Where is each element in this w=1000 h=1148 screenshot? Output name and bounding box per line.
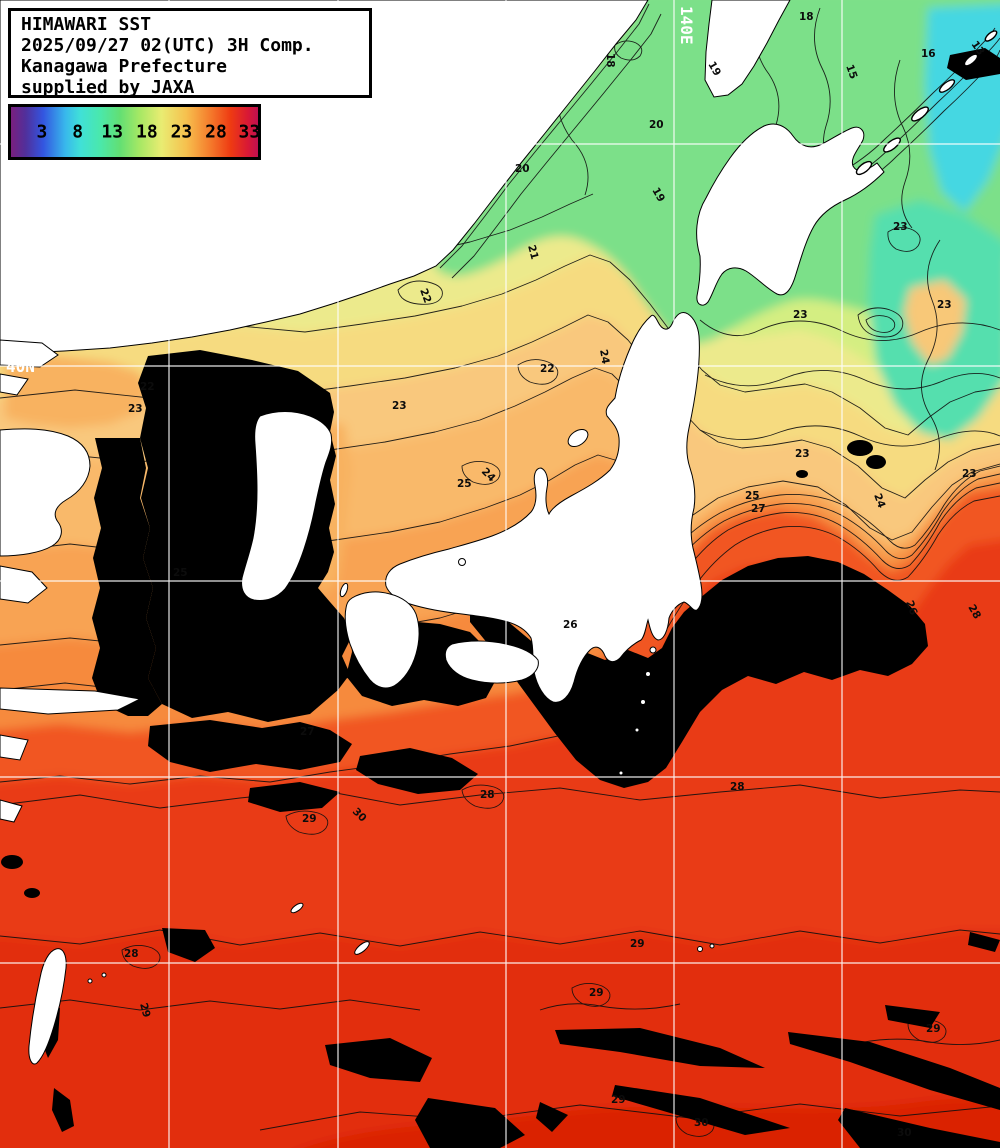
land-china-coast [0, 799, 23, 823]
contour-label: 15 [843, 63, 859, 81]
contour-label: 25 [745, 490, 760, 502]
contour-label: 28 [480, 789, 495, 801]
credit-line: supplied by JAXA [21, 77, 195, 98]
island-izu [618, 770, 624, 776]
island-izu [640, 699, 646, 705]
contour-label: 23 [893, 221, 908, 233]
contour-label: 23 [795, 448, 810, 460]
island-okinawa [290, 902, 304, 914]
island-tsushima [339, 582, 349, 598]
region-line: Kanagawa Prefecture [21, 56, 227, 77]
land-china-coast [0, 339, 59, 368]
contour-label: 29 [630, 938, 645, 950]
contour-label: 18 [604, 53, 616, 68]
contour-label: 26 [903, 599, 919, 617]
contour-label: 18 [799, 11, 814, 23]
contour-label: 29 [137, 1002, 152, 1019]
contour-label: 16 [921, 48, 936, 60]
island-small [87, 978, 93, 984]
contour-label: 23 [937, 299, 952, 311]
contour-label: 22 [417, 287, 433, 305]
land-china-coast [0, 428, 91, 557]
colorbar-value: 23 [170, 121, 193, 143]
timestamp-line: 2025/09/27 02(UTC) 3H Comp. [21, 35, 314, 56]
header-info-box: HIMAWARI SST 2025/09/27 02(UTC) 3H Comp.… [8, 8, 372, 98]
island-sado [567, 428, 589, 448]
latitude-label: 40N [6, 357, 35, 376]
land-china-coast [0, 373, 29, 396]
colorbar-value: 13 [101, 121, 124, 143]
contour-label: 27 [751, 503, 766, 515]
temperature-colorbar: 3 8 13 18 23 28 33 [8, 104, 261, 160]
colorbar-value: 33 [238, 121, 261, 143]
contour-label: 30 [897, 1127, 912, 1139]
land-honshu [385, 311, 703, 703]
contour-label: 23 [793, 309, 808, 321]
contour-label: 27 [300, 726, 315, 738]
contour-label: 25 [457, 478, 472, 490]
island-amami [354, 941, 370, 955]
island-kuril-chain [855, 30, 998, 176]
land-hokkaido [696, 123, 885, 306]
colorbar-value: 3 [36, 121, 48, 143]
colorbar-value: 28 [205, 121, 227, 143]
contour-label: 26 [563, 619, 578, 631]
land-china-coast [0, 734, 29, 761]
contour-label: 29 [926, 1023, 941, 1035]
colorbar-value: 18 [136, 121, 158, 143]
product-title: HIMAWARI SST [21, 14, 152, 35]
contour-label: 23 [962, 468, 977, 480]
island-oki [458, 558, 466, 566]
contour-label: 28 [730, 781, 745, 793]
contour-label: 20 [515, 163, 530, 175]
contour-label: 29 [302, 813, 317, 825]
contour-label: 22 [140, 381, 155, 393]
contour-label: 25 [173, 567, 188, 579]
land-china-coast [0, 687, 142, 715]
longitude-label: 140E [677, 6, 696, 45]
contour-label: 28 [124, 948, 139, 960]
contour-label: 24 [597, 348, 611, 364]
contour-labels-layer: 1818151316192020192122232223222324232324… [124, 11, 987, 1139]
island-small [709, 943, 715, 949]
island-izu [645, 671, 651, 677]
contour-label: 21 [525, 244, 540, 261]
land-taiwan [28, 948, 67, 1065]
contour-label: 29 [589, 987, 604, 999]
contour-label: 30 [694, 1117, 709, 1129]
island-small [101, 972, 107, 978]
contour-label: 23 [128, 403, 143, 415]
contour-label: 24 [871, 492, 887, 510]
contour-label: 20 [649, 119, 664, 131]
land-korea [241, 411, 333, 601]
land-china-coast [0, 565, 48, 604]
colorbar-tick-labels: 3 8 13 18 23 28 33 [11, 107, 261, 157]
island-small [697, 946, 703, 952]
land-sakhalin [704, 0, 791, 98]
colorbar-value: 8 [72, 121, 84, 143]
land-kyushu [344, 591, 420, 689]
contour-label: 23 [392, 400, 407, 412]
island-izu [634, 727, 640, 733]
contour-label: 29 [611, 1094, 626, 1106]
island-izu [649, 646, 657, 654]
land-layer [0, 0, 998, 1065]
contour-label: 22 [540, 363, 555, 375]
